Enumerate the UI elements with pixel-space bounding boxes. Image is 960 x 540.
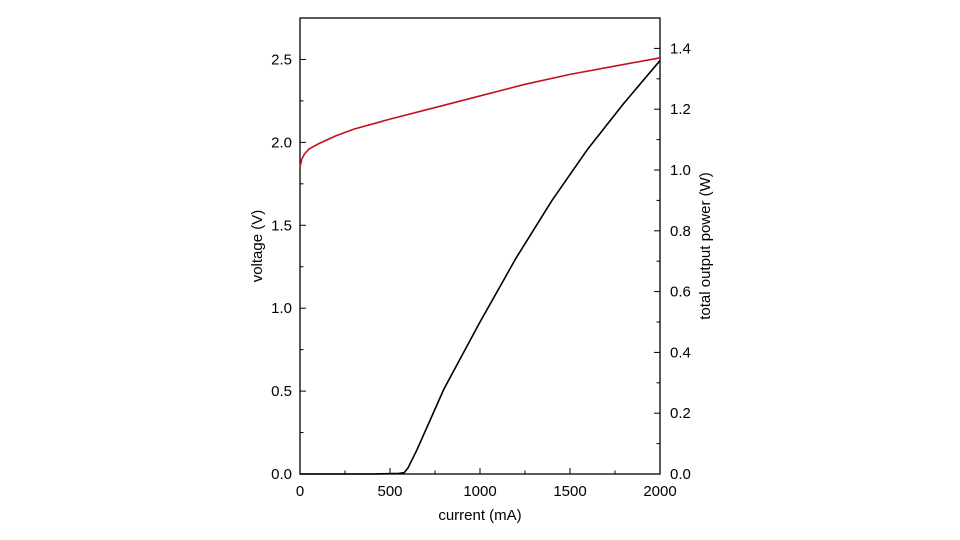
- y-left-tick-label: 1.5: [271, 217, 292, 234]
- x-axis-title: current (mA): [438, 507, 521, 524]
- y-right-tick-label: 1.2: [670, 101, 691, 118]
- voltage-series-line: [299, 57, 661, 168]
- y-right-tick-label: 1.0: [670, 162, 691, 179]
- y-left-tick-label: 2.0: [271, 134, 292, 151]
- x-tick-label: 1500: [553, 483, 586, 500]
- y-axis-right: 0.0 0.2 0.4 0.6 0.8 1.0 1.2 1.4: [654, 17, 691, 483]
- y-right-tick-label: 0.8: [670, 223, 691, 240]
- x-tick-label: 2000: [643, 483, 676, 500]
- y-right-tick-label: 0.2: [670, 405, 691, 422]
- y-right-tick-label: 0.0: [670, 466, 691, 483]
- y-left-tick-label: 2.5: [271, 51, 292, 68]
- plot-border: [299, 17, 661, 475]
- y-right-tick-label: 0.6: [670, 284, 691, 301]
- y-axis-left-title: voltage (V): [249, 210, 266, 283]
- y-right-tick-label: 1.4: [670, 40, 691, 57]
- x-tick-label: 0: [296, 483, 304, 500]
- y-left-tick-label: 0.0: [271, 466, 292, 483]
- plot-frame: [299, 17, 661, 475]
- power-series-line: [300, 60, 661, 475]
- y-right-tick-label: 0.4: [670, 344, 691, 361]
- series-layer: [299, 57, 661, 475]
- x-tick-label: 500: [377, 483, 402, 500]
- x-tick-label: 1000: [463, 483, 496, 500]
- x-axis: 0 500 1000 1500 2000: [296, 468, 677, 500]
- y-axis-left: 0.0 0.5 1.0 1.5 2.0 2.5: [271, 17, 306, 483]
- y-axis-right-title: total output power (W): [697, 172, 714, 320]
- y-left-tick-label: 1.0: [271, 300, 292, 317]
- y-left-tick-label: 0.5: [271, 383, 292, 400]
